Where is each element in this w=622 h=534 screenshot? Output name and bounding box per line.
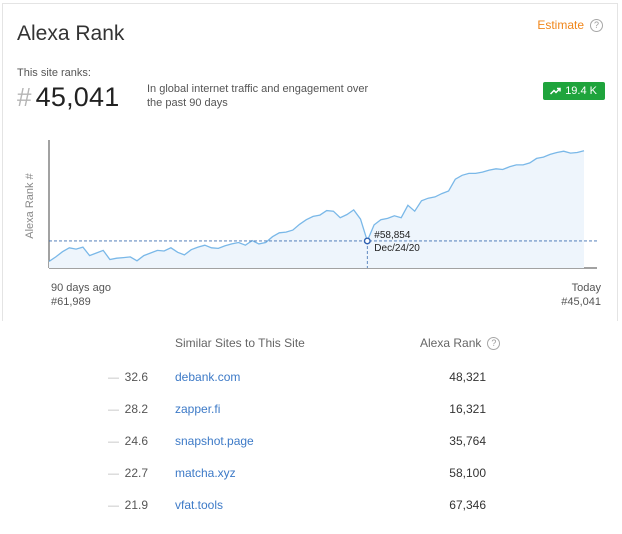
similar-rank-header-label: Alexa Rank	[420, 336, 482, 350]
similar-site-link[interactable]: matcha.xyz	[175, 466, 236, 480]
score-dash: —	[108, 436, 119, 448]
ranks-label: This site ranks:	[17, 67, 91, 79]
rank-chart: Alexa Rank # #58,854 Dec/24/20	[3, 136, 619, 322]
tooltip-rank: #58,854	[374, 230, 411, 241]
similar-site-rank: 35,764	[449, 434, 486, 448]
similar-site-link[interactable]: debank.com	[175, 370, 241, 384]
score-dash: —	[108, 500, 119, 512]
rank-line	[48, 150, 585, 262]
similarity-score: 22.7	[124, 466, 148, 480]
similar-sites-header: Similar Sites to This Site	[175, 336, 305, 350]
alexa-rank-card: Alexa Rank Estimate ? This site ranks: #…	[2, 3, 618, 321]
similar-site-row: — 24.6 snapshot.page 35,764	[0, 434, 622, 454]
similarity-score: 32.6	[124, 370, 148, 384]
chart-start-text: 90 days ago	[51, 282, 111, 294]
y-axis-label: Alexa Rank #	[24, 172, 36, 238]
chart-end-value: #45,041	[561, 296, 601, 308]
similarity-score: 28.2	[124, 402, 148, 416]
tooltip-date: Dec/24/20	[374, 243, 420, 254]
score-dash: —	[108, 468, 119, 480]
hover-point	[363, 237, 371, 245]
help-icon[interactable]: ?	[487, 336, 501, 350]
rank-chart-svg: Alexa Rank # #58,854 Dec/24/20	[24, 140, 597, 269]
rank-number: 45,041	[35, 82, 120, 112]
chart-start-label: 90 days ago #61,989	[51, 281, 111, 309]
score-dash: —	[108, 372, 119, 384]
similar-rank-header: Alexa Rank ?	[420, 336, 501, 350]
similar-site-rank: 67,346	[449, 498, 486, 512]
similar-site-row: — 32.6 debank.com 48,321	[0, 370, 622, 390]
score-dash: —	[108, 404, 119, 416]
similar-site-row: — 21.9 vfat.tools 67,346	[0, 498, 622, 518]
similar-site-link[interactable]: zapper.fi	[175, 402, 221, 416]
estimate-link[interactable]: Estimate ?	[537, 18, 603, 32]
rank-hash: #	[17, 82, 32, 112]
chart-end-text: Today	[571, 282, 601, 294]
help-icon[interactable]: ?	[590, 18, 603, 32]
rank-description: In global internet traffic and engagemen…	[147, 83, 369, 109]
similar-site-row: — 22.7 matcha.xyz 58,100	[0, 466, 622, 486]
similarity-score: 24.6	[124, 434, 148, 448]
card-title: Alexa Rank	[17, 22, 125, 45]
similarity-score: 21.9	[124, 498, 148, 512]
similar-site-rank: 58,100	[449, 466, 486, 480]
similar-site-link[interactable]: vfat.tools	[175, 498, 224, 512]
trend-up-icon	[550, 87, 561, 95]
similar-site-row: — 28.2 zapper.fi 16,321	[0, 402, 622, 422]
similar-site-rank: 48,321	[449, 370, 486, 384]
rank-value: #45,041	[17, 82, 119, 113]
chart-start-value: #61,989	[51, 296, 91, 308]
similar-site-link[interactable]: snapshot.page	[175, 434, 254, 448]
rank-delta-badge: 19.4 K	[543, 82, 605, 100]
chart-end-label: Today #45,041	[561, 281, 601, 309]
similar-site-rank: 16,321	[449, 402, 486, 416]
rank-area	[49, 150, 584, 268]
delta-label: 19.4 K	[565, 85, 597, 97]
estimate-label: Estimate	[537, 18, 584, 32]
